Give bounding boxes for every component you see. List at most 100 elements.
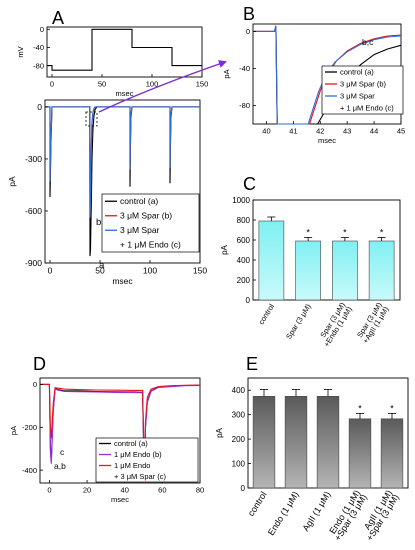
category-label: control	[246, 490, 269, 518]
y-tick-label: -40	[33, 43, 44, 52]
x-tick-label: 100	[143, 266, 157, 276]
significance-marker: *	[306, 228, 310, 238]
y-tick-label: -400	[22, 466, 37, 475]
y-axis-label: pA	[222, 69, 231, 78]
x-tick-label: 150	[196, 80, 209, 89]
y-tick-label: -300	[25, 154, 42, 164]
legend-label: 3 μM Spar (b)	[340, 80, 387, 89]
bar	[295, 240, 321, 301]
x-tick-label: 43	[343, 127, 351, 136]
x-tick-label: 100	[146, 80, 159, 89]
y-tick-label: 1000	[232, 196, 250, 205]
legend-label: control (a)	[114, 439, 148, 448]
x-tick-label: 20	[83, 486, 91, 495]
y-tick-label: 0	[246, 27, 250, 36]
legend-box	[321, 65, 404, 115]
y-tick-label: 100	[232, 459, 246, 468]
x-tick-label: 40	[121, 486, 129, 495]
series-line-2	[253, 25, 402, 125]
legend-label: 3 μM Spar	[120, 225, 160, 235]
legend-label: + 1 μM Endo (c)	[120, 240, 181, 250]
panel-label-b: B	[243, 4, 255, 24]
y-tick-label: -600	[25, 206, 42, 216]
bar	[258, 220, 285, 301]
x-tick-label: 60	[158, 486, 166, 495]
x-tick-label: 150	[193, 266, 207, 276]
trace-annotation: b,c	[362, 37, 374, 47]
zoom-arrow	[98, 60, 227, 113]
trace-annotation: a,b	[54, 461, 66, 471]
y-tick-label: -40	[239, 64, 250, 73]
panel-label-c: C	[243, 174, 256, 194]
y-tick-label: 800	[237, 216, 251, 225]
x-tick-label: 41	[289, 127, 297, 136]
legend-label: 3 μM Spar (b)	[120, 211, 172, 221]
chart-d: 0 20 40 60 80 0 -200 -400 msec pA c a,b control (a) 1…	[9, 377, 204, 504]
category-label-line: Endo (1 μM)	[266, 490, 301, 537]
category-label: Endo (1 μM)	[266, 490, 301, 537]
y-tick-label: -200	[22, 423, 37, 432]
trace-annotation: a	[99, 260, 105, 271]
x-tick-label: 0	[50, 80, 54, 89]
legend-label: 1 μM Endo (b)	[114, 450, 162, 459]
bar	[252, 396, 276, 489]
category-label: Spar (3 μM)	[284, 302, 313, 341]
y-axis-label: pA	[7, 176, 17, 187]
bar	[332, 240, 358, 301]
panel-label-d: D	[33, 354, 46, 374]
bar	[348, 418, 372, 489]
x-tick-label: 45	[397, 127, 405, 136]
zoom-region-box	[85, 111, 98, 127]
y-axis-label: pA	[220, 244, 229, 254]
x-tick-label: 40	[262, 127, 270, 136]
significance-marker: *	[380, 228, 384, 238]
series-line-0	[47, 28, 202, 71]
category-label: control	[257, 302, 277, 326]
y-tick-label: 200	[237, 276, 251, 285]
y-axis-label: mV	[16, 46, 25, 57]
legend-label: control (a)	[120, 196, 158, 206]
category-label: Spar (3 μM)+Endo (1 μM)	[315, 300, 354, 348]
chart-a: 0501001500-300-600-900msecpAb,cacontrol …	[7, 99, 207, 286]
y-axis-label: pA	[215, 427, 224, 437]
y-tick-label: 0	[37, 102, 42, 112]
legend-box	[95, 437, 199, 483]
x-axis-label: msec	[116, 89, 134, 98]
y-axis-label: pA	[9, 426, 18, 435]
category-label-line: AgII (1 μM)	[301, 490, 333, 533]
bar	[316, 396, 340, 489]
bar	[380, 418, 404, 489]
x-tick-label: 50	[98, 80, 106, 89]
legend-box	[101, 193, 200, 253]
legend-label: 1 μM Endo	[114, 461, 150, 470]
category-label: AgII (1 μM)	[301, 490, 333, 533]
significance-marker: *	[390, 403, 394, 413]
y-tick-label: 0	[33, 380, 37, 389]
category-label-line: control	[257, 302, 277, 326]
chart-a-inset: 0 50 100 150 0 -40 -80 msec mV	[16, 25, 208, 98]
series-line-2	[45, 106, 200, 218]
x-axis-label: msec	[111, 495, 129, 504]
panel-label-a: A	[52, 8, 64, 28]
legend-label: 3 μM Spar	[340, 92, 375, 101]
significance-marker: *	[358, 403, 362, 413]
x-tick-label: 80	[196, 486, 204, 495]
category-label-line: control	[246, 490, 269, 518]
x-tick-label: 50	[95, 266, 105, 276]
y-tick-label: 400	[237, 256, 251, 265]
significance-marker: *	[343, 228, 347, 238]
panel-label-e: E	[246, 354, 258, 374]
x-tick-label: 0	[47, 486, 51, 495]
legend-label: control (a)	[340, 68, 374, 77]
y-tick-label: 0	[241, 484, 246, 493]
y-tick-label: 600	[237, 236, 251, 245]
category-label-line: Spar (3 μM)	[284, 302, 313, 341]
y-tick-label: 400	[232, 386, 246, 395]
legend-label: + 1 μM Endo (c)	[340, 104, 394, 113]
bar	[368, 240, 395, 301]
trace-annotation: c	[60, 447, 65, 457]
y-tick-label: 300	[232, 410, 246, 419]
series-line-2	[40, 383, 201, 484]
